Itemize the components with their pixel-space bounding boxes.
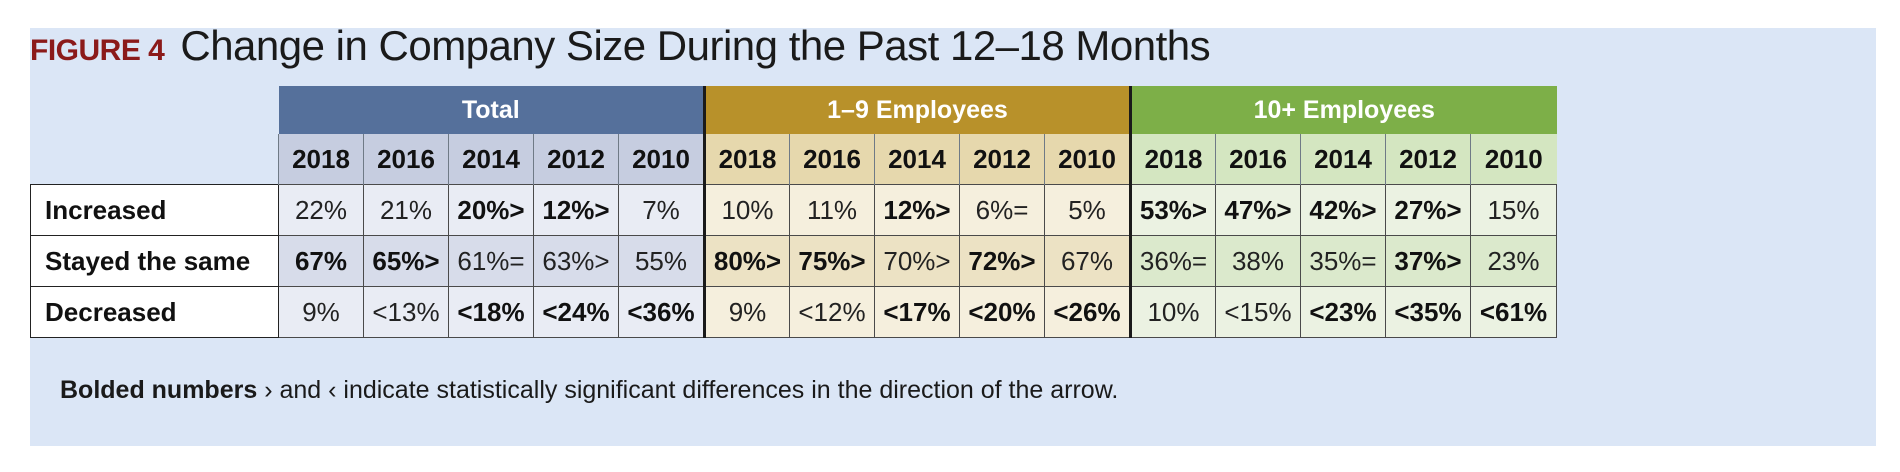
table-cell: 63%> <box>533 235 619 287</box>
year-header-1-9-employees: 2016 <box>789 134 875 185</box>
year-header-1-9-employees: 2012 <box>959 134 1045 185</box>
table-cell: 21% <box>363 184 449 236</box>
table-cell: 22% <box>278 184 364 236</box>
table-cell: 38% <box>1215 235 1301 287</box>
table-cell: 80%> <box>703 235 790 287</box>
group-header-row: Total 1–9 Employees 10+ Employees <box>31 86 1557 134</box>
year-header-10-plus-employees: 2016 <box>1215 134 1301 185</box>
figure-title: Change in Company Size During the Past 1… <box>180 22 1211 69</box>
table-cell: 11% <box>789 184 875 236</box>
blank-corner <box>31 86 279 134</box>
footnote-bold: Bolded numbers <box>60 376 258 404</box>
table-cell: <12% <box>789 286 875 338</box>
table-row: Stayed the same 67% 65%> 61%= 63%> 55% 80%> 75%… <box>30 235 1557 287</box>
footnote-text: › and ‹ indicate statistically significa… <box>257 376 1119 404</box>
table-cell: 47%> <box>1215 184 1301 236</box>
table-cell: 10% <box>703 184 790 236</box>
row-label: Decreased <box>30 286 279 338</box>
table-cell: 7% <box>618 184 705 236</box>
table-cell: 42%> <box>1300 184 1386 236</box>
year-header-10-plus-employees: 2014 <box>1300 134 1386 185</box>
year-header-10-plus-employees: 2010 <box>1470 134 1557 185</box>
table-cell: 5% <box>1044 184 1131 236</box>
table-cell: 15% <box>1470 184 1557 236</box>
year-header-1-9-employees: 2010 <box>1044 134 1131 185</box>
table-cell: 9% <box>703 286 790 338</box>
table-cell: <13% <box>363 286 449 338</box>
table-cell: <61% <box>1470 286 1557 338</box>
table-cell: 67% <box>278 235 364 287</box>
year-header-total: 2012 <box>533 134 619 185</box>
table-cell: <15% <box>1215 286 1301 338</box>
table-cell: 65%> <box>363 235 449 287</box>
table-cell: <35% <box>1385 286 1471 338</box>
table-cell: 12%> <box>874 184 960 236</box>
table-cell: 37%> <box>1385 235 1471 287</box>
table-row: Decreased 9% <13% <18% <24% <36% 9% <12% <17% <20… <box>30 286 1557 338</box>
table-cell: 61%= <box>448 235 534 287</box>
table-cell: 70%> <box>874 235 960 287</box>
year-header-10-plus-employees: 2018 <box>1129 134 1216 185</box>
table-cell: 9% <box>278 286 364 338</box>
year-header-total: 2018 <box>278 134 364 185</box>
row-label: Stayed the same <box>30 235 279 287</box>
table-cell: 75%> <box>789 235 875 287</box>
table-cell: 67% <box>1044 235 1131 287</box>
table-cell: 35%= <box>1300 235 1386 287</box>
table-cell: <23% <box>1300 286 1386 338</box>
table-cell: 72%> <box>959 235 1045 287</box>
group-header-total: Total <box>278 86 705 134</box>
company-size-table: Total 1–9 Employees 10+ Employees 2018 20… <box>30 86 1557 338</box>
year-header-1-9-employees: 2014 <box>874 134 960 185</box>
table-cell: <26% <box>1044 286 1131 338</box>
table-cell: <18% <box>448 286 534 338</box>
table-cell: <24% <box>533 286 619 338</box>
table-body: Increased 22% 21% 20%> 12%> 7% 10% 11% 12%> 6%= 5%… <box>30 184 1557 338</box>
table-cell: 36%= <box>1129 235 1216 287</box>
table-cell: 23% <box>1470 235 1557 287</box>
year-header-total: 2010 <box>618 134 705 185</box>
table-cell: 55% <box>618 235 705 287</box>
table-cell: 12%> <box>533 184 619 236</box>
year-header-10-plus-employees: 2012 <box>1385 134 1471 185</box>
figure-label: FIGURE 4 <box>30 34 165 67</box>
table-cell: 27%> <box>1385 184 1471 236</box>
footnote: Bolded numbers › and ‹ indicate statisti… <box>60 376 1118 405</box>
year-header-total: 2014 <box>448 134 534 185</box>
table-cell: 53%> <box>1129 184 1216 236</box>
table-cell: 6%= <box>959 184 1045 236</box>
group-header-10-plus-employees: 10+ Employees <box>1129 86 1557 134</box>
table-cell: <17% <box>874 286 960 338</box>
blank-corner <box>31 134 279 185</box>
year-header-1-9-employees: 2018 <box>703 134 790 185</box>
group-header-1-9-employees: 1–9 Employees <box>703 86 1131 134</box>
year-header-total: 2016 <box>363 134 449 185</box>
year-header-row: 2018 2016 2014 2012 2010 2018 2016 2014 2012 2010… <box>31 134 1557 185</box>
table-cell: 10% <box>1129 286 1216 338</box>
table-cell: <20% <box>959 286 1045 338</box>
table-cell: <36% <box>618 286 705 338</box>
row-label: Increased <box>30 184 279 236</box>
figure-title-row: FIGURE 4 Change in Company Size During t… <box>30 22 1211 82</box>
table-row: Increased 22% 21% 20%> 12%> 7% 10% 11% 12%> 6%= 5%… <box>30 184 1557 236</box>
table-cell: 20%> <box>448 184 534 236</box>
